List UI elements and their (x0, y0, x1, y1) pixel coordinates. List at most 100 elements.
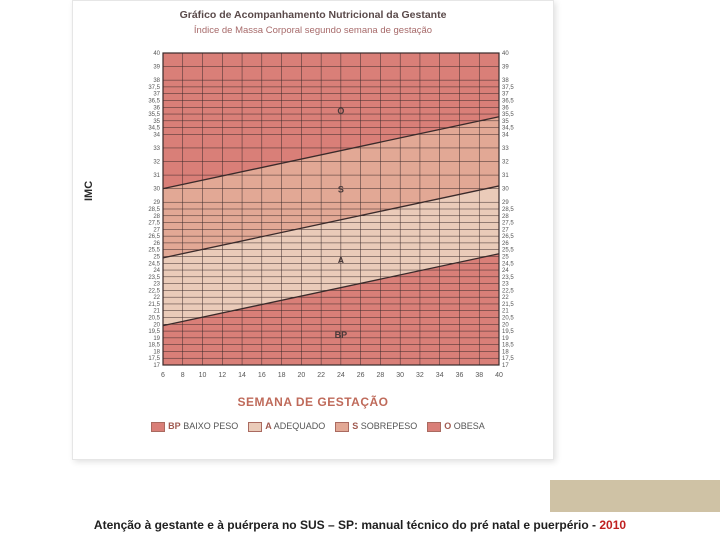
figure-panel: Gráfico de Acompanhamento Nutricional da… (72, 0, 554, 460)
legend-text: OBESA (451, 421, 485, 431)
svg-text:36: 36 (502, 105, 509, 111)
svg-text:35,5: 35,5 (148, 112, 160, 118)
svg-text:17,5: 17,5 (502, 356, 514, 362)
svg-text:34: 34 (436, 372, 444, 379)
svg-text:25,5: 25,5 (148, 248, 160, 254)
svg-text:10: 10 (199, 372, 207, 379)
svg-text:37: 37 (502, 92, 509, 98)
svg-text:36: 36 (456, 372, 464, 379)
svg-text:36: 36 (153, 105, 160, 111)
svg-text:33: 33 (502, 146, 509, 152)
svg-text:17: 17 (153, 363, 160, 369)
svg-text:30: 30 (153, 187, 160, 193)
svg-text:16: 16 (258, 372, 266, 379)
svg-text:27,5: 27,5 (502, 221, 514, 227)
svg-text:32: 32 (416, 372, 424, 379)
svg-text:22,5: 22,5 (148, 288, 160, 294)
svg-text:18: 18 (502, 349, 509, 355)
legend-code: BP (168, 421, 181, 431)
svg-text:27: 27 (153, 227, 160, 233)
svg-text:21,5: 21,5 (148, 302, 160, 308)
svg-text:20,5: 20,5 (502, 316, 514, 322)
svg-text:25,5: 25,5 (502, 248, 514, 254)
svg-text:20,5: 20,5 (148, 316, 160, 322)
svg-text:37: 37 (153, 92, 160, 98)
svg-text:34: 34 (502, 132, 509, 138)
x-axis-label: SEMANA DE GESTAÇÃO (73, 395, 553, 409)
svg-text:21: 21 (153, 309, 160, 315)
svg-text:39: 39 (153, 65, 160, 71)
svg-text:24: 24 (153, 268, 160, 274)
footer-caption: Atenção à gestante e à puérpera no SUS –… (0, 518, 720, 532)
legend-swatch (335, 422, 349, 432)
legend-text: SOBREPESO (358, 421, 417, 431)
svg-text:38: 38 (502, 78, 509, 84)
chart-area: OSABP68101214161820222426283032343638401… (141, 49, 521, 379)
figure-title: Gráfico de Acompanhamento Nutricional da… (73, 9, 553, 21)
legend-swatch (151, 422, 165, 432)
svg-text:24: 24 (337, 372, 345, 379)
svg-text:19,5: 19,5 (148, 329, 160, 335)
svg-text:18: 18 (278, 372, 286, 379)
svg-text:23: 23 (153, 282, 160, 288)
svg-text:36,5: 36,5 (148, 98, 160, 104)
footer-accent-block (550, 480, 720, 512)
svg-text:23: 23 (502, 282, 509, 288)
svg-text:40: 40 (495, 372, 503, 379)
svg-text:33: 33 (153, 146, 160, 152)
svg-text:8: 8 (181, 372, 185, 379)
svg-text:27: 27 (502, 227, 509, 233)
svg-text:20: 20 (297, 372, 305, 379)
svg-text:19: 19 (153, 336, 160, 342)
footer-caption-text: Atenção à gestante e à puérpera no SUS –… (94, 518, 599, 532)
legend-text: ADEQUADO (272, 421, 326, 431)
svg-text:35,5: 35,5 (502, 112, 514, 118)
svg-text:32: 32 (502, 160, 509, 166)
legend: BP BAIXO PESOA ADEQUADOS SOBREPESOO OBES… (73, 421, 553, 432)
svg-text:18,5: 18,5 (502, 343, 514, 349)
svg-text:36,5: 36,5 (502, 98, 514, 104)
legend-text: BAIXO PESO (181, 421, 239, 431)
svg-text:23,5: 23,5 (502, 275, 514, 281)
svg-text:14: 14 (238, 372, 246, 379)
svg-text:12: 12 (218, 372, 226, 379)
figure-subtitle: Índice de Massa Corporal segundo semana … (73, 25, 553, 36)
svg-text:28: 28 (153, 214, 160, 220)
legend-swatch (427, 422, 441, 432)
svg-text:29: 29 (502, 200, 509, 206)
svg-text:22,5: 22,5 (502, 288, 514, 294)
svg-text:6: 6 (161, 372, 165, 379)
svg-text:27,5: 27,5 (148, 221, 160, 227)
y-axis-label: IMC (83, 181, 95, 201)
bmi-gestation-chart: OSABP68101214161820222426283032343638401… (141, 49, 521, 379)
svg-text:28: 28 (377, 372, 385, 379)
svg-text:25: 25 (153, 254, 160, 260)
svg-text:30: 30 (396, 372, 404, 379)
svg-text:17: 17 (502, 363, 509, 369)
svg-text:26: 26 (153, 241, 160, 247)
svg-text:26,5: 26,5 (502, 234, 514, 240)
svg-text:22: 22 (502, 295, 509, 301)
footer-caption-year: 2010 (599, 518, 626, 532)
svg-text:S: S (338, 185, 344, 195)
svg-text:28: 28 (502, 214, 509, 220)
svg-text:19: 19 (502, 336, 509, 342)
svg-text:35: 35 (153, 119, 160, 125)
svg-text:30: 30 (502, 187, 509, 193)
svg-text:37,5: 37,5 (502, 85, 514, 91)
svg-text:20: 20 (502, 322, 509, 328)
svg-text:23,5: 23,5 (148, 275, 160, 281)
svg-text:21,5: 21,5 (502, 302, 514, 308)
svg-text:24,5: 24,5 (148, 261, 160, 267)
svg-text:34,5: 34,5 (502, 126, 514, 132)
svg-text:35: 35 (502, 119, 509, 125)
svg-text:20: 20 (153, 322, 160, 328)
svg-text:22: 22 (317, 372, 325, 379)
svg-text:40: 40 (502, 51, 509, 57)
svg-text:18,5: 18,5 (148, 343, 160, 349)
svg-text:37,5: 37,5 (148, 85, 160, 91)
svg-text:28,5: 28,5 (502, 207, 514, 213)
svg-text:25: 25 (502, 254, 509, 260)
svg-text:BP: BP (335, 330, 348, 340)
svg-text:38: 38 (475, 372, 483, 379)
